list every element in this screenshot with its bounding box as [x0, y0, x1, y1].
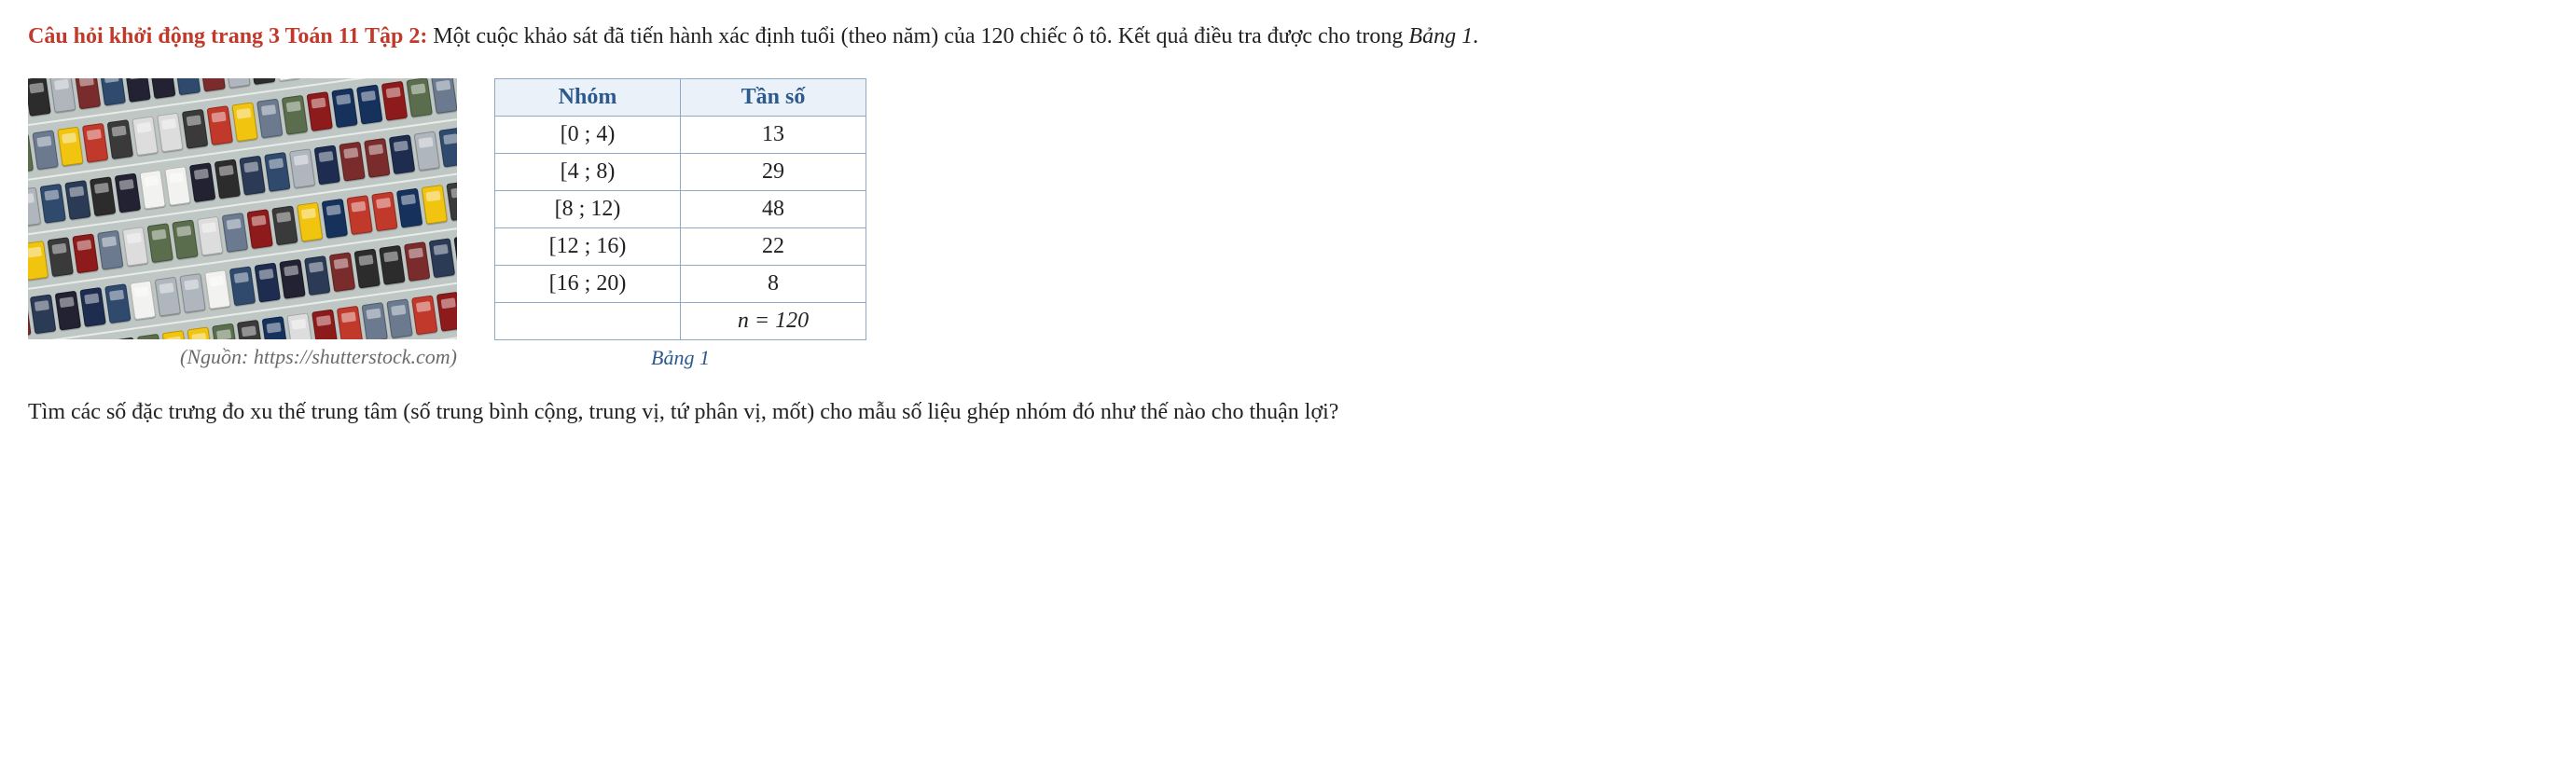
problem-intro-italic: Bảng 1: [1408, 24, 1473, 48]
cell-group: [16 ; 20): [495, 266, 681, 303]
cell-freq: 48: [681, 191, 866, 228]
table-row: [8 ; 12)48: [495, 191, 866, 228]
photo-caption: (Nguồn: https://shutterstock.com): [180, 345, 457, 369]
cell-group: [4 ; 8): [495, 154, 681, 191]
table-row: [0 ; 4)13: [495, 117, 866, 154]
problem-header: Câu hỏi khởi động trang 3 Toán 11 Tập 2:…: [28, 19, 2548, 54]
question-text: Tìm các số đặc trưng đo xu thế trung tâm…: [28, 394, 2548, 430]
cell-freq: 22: [681, 228, 866, 266]
col-header-freq: Tần số: [681, 79, 866, 117]
photo-column: (Nguồn: https://shutterstock.com): [28, 78, 457, 369]
table-total-row: n = 120: [495, 303, 866, 340]
cell-total: n = 120: [681, 303, 866, 340]
table-row: [4 ; 8)29: [495, 154, 866, 191]
table-caption: Bảng 1: [651, 346, 710, 370]
parking-lot-photo: [28, 78, 457, 339]
table-row: [16 ; 20)8: [495, 266, 866, 303]
cell-group: [8 ; 12): [495, 191, 681, 228]
cell-empty: [495, 303, 681, 340]
frequency-table: Nhóm Tần số [0 ; 4)13[4 ; 8)29[8 ; 12)48…: [494, 78, 866, 340]
problem-intro-a: Một cuộc khảo sát đã tiến hành xác định …: [433, 24, 1408, 48]
table-header-row: Nhóm Tần số: [495, 79, 866, 117]
problem-prefix: Câu hỏi khởi động trang 3 Toán 11 Tập 2:: [28, 24, 427, 48]
cell-freq: 29: [681, 154, 866, 191]
cell-freq: 13: [681, 117, 866, 154]
cell-group: [12 ; 16): [495, 228, 681, 266]
cell-freq: 8: [681, 266, 866, 303]
problem-intro-b: .: [1473, 24, 1478, 48]
cell-group: [0 ; 4): [495, 117, 681, 154]
table-column: Nhóm Tần số [0 ; 4)13[4 ; 8)29[8 ; 12)48…: [494, 78, 866, 370]
col-header-group: Nhóm: [495, 79, 681, 117]
table-row: [12 ; 16)22: [495, 228, 866, 266]
